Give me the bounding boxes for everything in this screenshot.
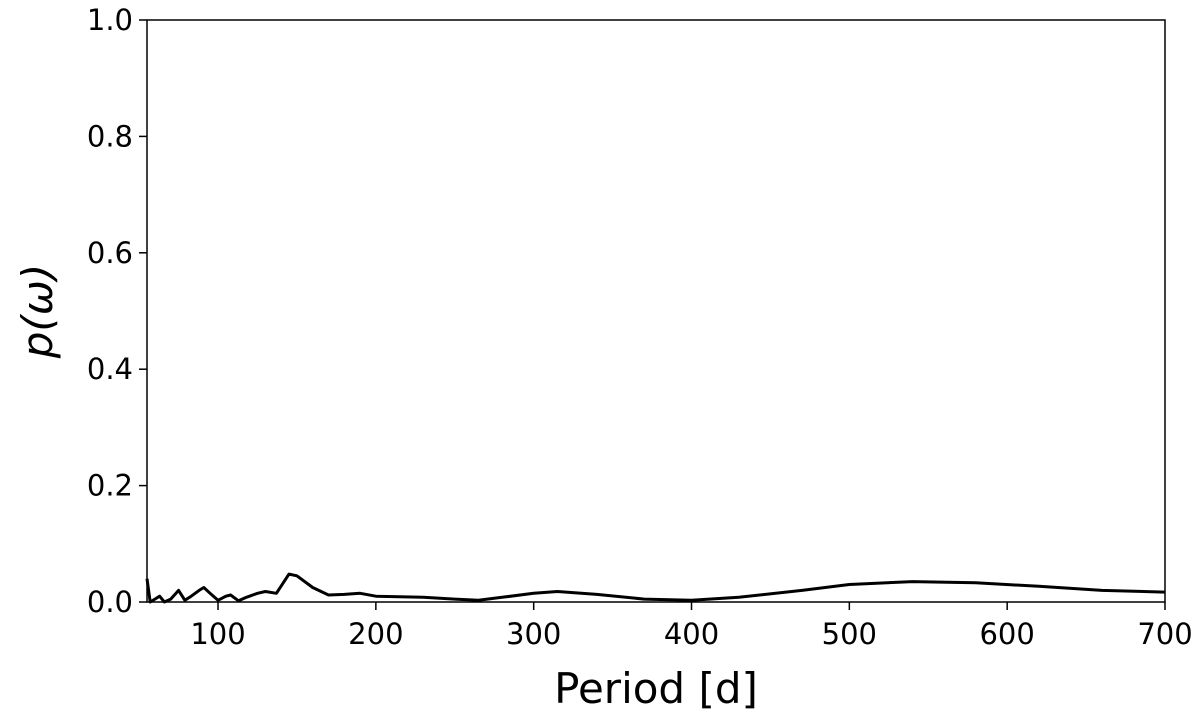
y-tick-label: 0.8 (87, 119, 133, 153)
x-axis-label: Period [d] (554, 664, 758, 713)
y-tick-label: 0.0 (87, 585, 133, 619)
x-tick-label: 500 (822, 617, 877, 651)
y-axis-label: p(ω) (13, 264, 62, 360)
x-tick-label: 700 (1137, 617, 1192, 651)
x-tick-label: 100 (190, 617, 245, 651)
plot-frame (146, 19, 1166, 603)
x-tick-label: 300 (506, 617, 561, 651)
x-tick-label: 200 (348, 617, 403, 651)
series-line (145, 572, 1166, 604)
y-tick-label: 1.0 (87, 3, 133, 37)
y-tick-label: 0.4 (87, 352, 133, 386)
y-tick-label: 0.2 (87, 469, 133, 503)
x-tick-label: 400 (664, 617, 719, 651)
y-tick-label: 0.6 (87, 236, 133, 270)
x-tick-label: 600 (979, 617, 1034, 651)
